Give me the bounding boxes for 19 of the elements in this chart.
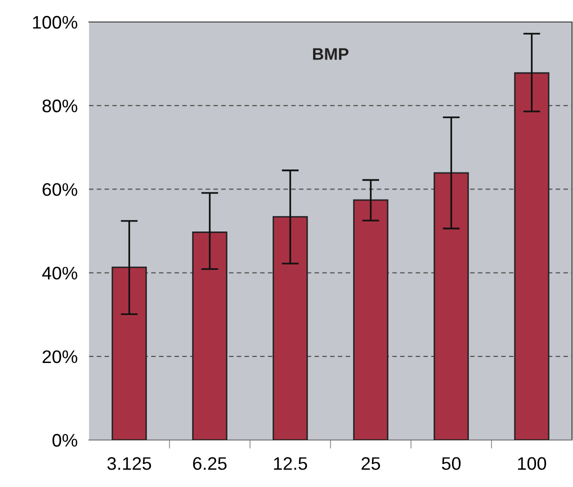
bar — [434, 172, 469, 440]
bar — [514, 72, 550, 440]
text: BMP — [313, 48, 348, 60]
x-tick-label: 50 — [442, 457, 461, 470]
y-tick-label: 60% — [42, 183, 78, 196]
x-tick-label: 3.125 — [107, 457, 152, 470]
x-tick-label: 12.5 — [274, 457, 308, 470]
x-tick-label: 25 — [362, 457, 380, 470]
x-tick-label: 6.25 — [193, 457, 227, 470]
y-tick-label: 100% — [33, 16, 78, 29]
y-tick-label: 40% — [42, 266, 78, 280]
bar — [353, 199, 388, 440]
bar — [112, 266, 147, 440]
y-tick-label: 20% — [42, 350, 78, 364]
bar — [272, 216, 308, 440]
bar — [192, 232, 228, 440]
y-tick-label: 0% — [52, 434, 78, 447]
x-tick-label: 100 — [518, 457, 546, 470]
y-tick-label: 80% — [42, 100, 78, 112]
